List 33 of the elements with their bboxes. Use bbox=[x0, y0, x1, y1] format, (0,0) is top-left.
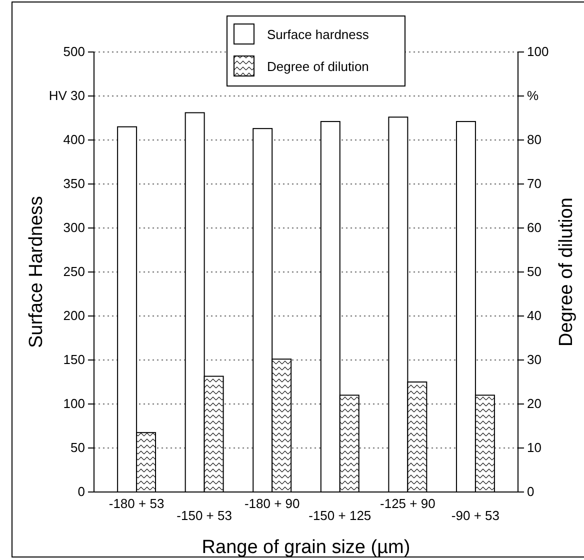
y2-tick-label: 60 bbox=[527, 220, 542, 236]
y-tick-label: 250 bbox=[63, 264, 85, 280]
x-tick-label: -150 + 125 bbox=[308, 508, 372, 523]
y2-tick-label: 10 bbox=[527, 440, 542, 456]
y-tick-label: 0 bbox=[78, 484, 85, 500]
x-tick-label: -125 + 90 bbox=[380, 496, 436, 511]
y2-tick-label: 40 bbox=[527, 308, 542, 324]
y-tick-label: 100 bbox=[63, 396, 85, 412]
legend-label: Degree of dilution bbox=[267, 59, 369, 74]
y-tick-label: 50 bbox=[70, 440, 85, 456]
x-tick-label: -150 + 53 bbox=[176, 508, 232, 523]
y-axis-title: Surface Hardness bbox=[26, 196, 47, 348]
x-tick-label: -180 + 90 bbox=[244, 496, 300, 511]
y2-tick-label: % bbox=[527, 88, 539, 104]
legend-label: Surface hardness bbox=[267, 27, 370, 42]
x-tick-label: -180 + 53 bbox=[108, 496, 164, 511]
y-tick-label: HV 30 bbox=[48, 88, 85, 104]
y-tick-label: 350 bbox=[63, 176, 85, 192]
x-axis-title: Range of grain size (µm) bbox=[202, 537, 410, 558]
x-tick-label: -90 + 53 bbox=[451, 508, 500, 523]
y-tick-label: 200 bbox=[63, 308, 85, 324]
y2-tick-label: 30 bbox=[527, 352, 542, 368]
y-tick-label: 300 bbox=[63, 220, 85, 236]
y2-tick-label: 0 bbox=[527, 484, 534, 500]
y2-tick-label: 70 bbox=[527, 176, 542, 192]
y2-axis-title: Degree of dilution bbox=[556, 198, 577, 346]
y2-tick-label: 20 bbox=[527, 396, 542, 412]
y2-tick-label: 80 bbox=[527, 132, 542, 148]
y2-tick-label: 100 bbox=[527, 44, 549, 60]
y-tick-label: 400 bbox=[63, 132, 85, 148]
y-tick-label: 500 bbox=[63, 44, 85, 60]
y2-tick-label: 50 bbox=[527, 264, 542, 280]
y-tick-label: 150 bbox=[63, 352, 85, 368]
